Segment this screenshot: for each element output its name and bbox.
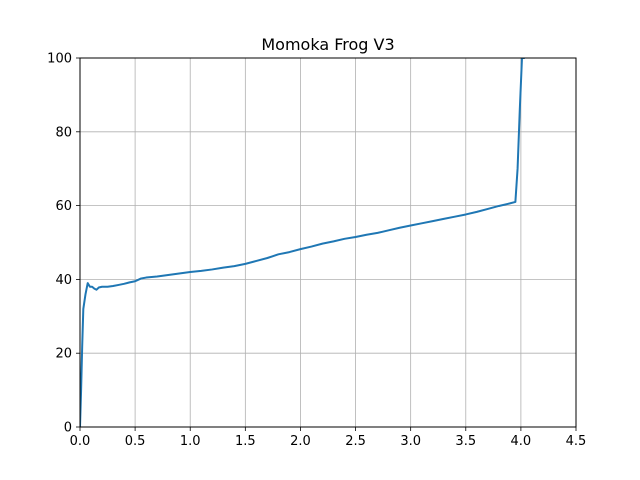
series-layer	[80, 58, 526, 427]
y-tick-label: 80	[55, 125, 72, 140]
y-tick-label: 0	[64, 421, 72, 436]
x-tick-label: 1.0	[180, 434, 201, 449]
chart-title: Momoka Frog V3	[261, 35, 394, 54]
y-tick-label: 100	[47, 52, 72, 67]
x-tick-label: 3.5	[455, 434, 476, 449]
x-tick-label: 0.5	[125, 434, 146, 449]
y-axis: 0 20 40 60 80 100	[47, 52, 80, 436]
x-axis: 0.0 0.5 1.0 1.5 2.0 2.5 3.0 3.5 4.0 4.5	[70, 427, 587, 449]
x-tick-label: 3.0	[400, 434, 421, 449]
series-line	[80, 58, 526, 427]
x-tick-label: 4.0	[511, 434, 532, 449]
plot-frame	[79, 57, 577, 428]
x-tick-label: 0.0	[70, 434, 91, 449]
x-tick-label: 2.5	[345, 434, 366, 449]
y-tick-label: 20	[55, 347, 72, 362]
y-tick-label: 40	[55, 273, 72, 288]
y-tick-label: 60	[55, 199, 72, 214]
x-tick-label: 1.5	[235, 434, 256, 449]
x-tick-label: 4.5	[566, 434, 587, 449]
x-tick-label: 2.0	[290, 434, 311, 449]
